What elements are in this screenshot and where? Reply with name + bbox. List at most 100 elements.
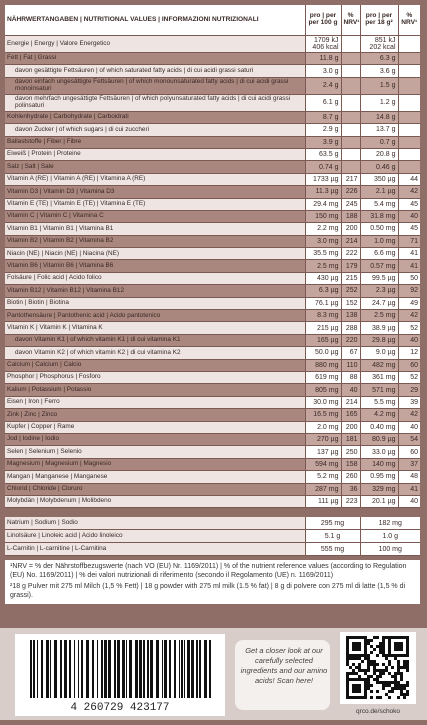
bar xyxy=(122,640,125,698)
header-line: pro | per xyxy=(309,12,337,20)
nutrient-per-100g: 0.74 g xyxy=(304,160,341,174)
value: 226 xyxy=(345,188,358,196)
qr-module xyxy=(382,639,385,642)
header-title: NÄHRWERTANGABEN | NUTRITIONAL VALUES | I… xyxy=(5,5,305,36)
bar xyxy=(209,640,211,698)
qr-module xyxy=(346,690,349,693)
qr-module xyxy=(400,684,403,687)
extra-table: Natrium | Sodium | Sodio 295 mg 182 mg Lino… xyxy=(5,517,420,556)
qr-module xyxy=(358,666,361,669)
qr-module xyxy=(373,672,376,675)
value: 29 xyxy=(410,386,418,394)
value: 188 xyxy=(345,213,358,221)
nutrient-name: Vitamin K | Vitamin K | Vitamina K xyxy=(5,321,305,335)
qr-module xyxy=(370,651,373,654)
value: 14.8 g xyxy=(376,113,396,121)
qr-module xyxy=(355,696,358,699)
value: 31.8 mg xyxy=(370,213,396,221)
qr-module xyxy=(379,648,382,651)
qr-module xyxy=(403,663,406,666)
qr-module xyxy=(364,669,367,672)
nutrient-per-100g: 2.0 mg xyxy=(304,421,341,434)
qr-module xyxy=(406,645,409,648)
qr-module xyxy=(352,669,355,672)
value: 20.8 g xyxy=(376,151,396,159)
qr-module xyxy=(406,684,409,687)
nutrient-nrv-18g: 42 xyxy=(397,185,420,199)
qr-module xyxy=(394,636,397,639)
nutrient-row: Phosphor | Phosphorus | Fosforo 619 mg 88 3… xyxy=(5,371,420,385)
nutrient-per-18g: 482 mg xyxy=(359,359,398,373)
qr-module xyxy=(355,678,358,681)
value: 50 xyxy=(410,275,418,283)
bar xyxy=(78,640,79,698)
nutrient-per-18g: 9.0 µg xyxy=(359,346,398,360)
qr-module xyxy=(349,696,352,699)
header-line: % xyxy=(347,12,354,20)
nutrient-per-18g: 1.0 mg xyxy=(359,235,398,249)
qr-module xyxy=(358,645,361,648)
qr-module xyxy=(403,636,406,639)
qr-module xyxy=(373,663,376,666)
qr-module xyxy=(379,675,382,678)
qr-module xyxy=(364,645,367,648)
qr-module xyxy=(406,660,409,663)
nutrient-name: Energie | Energy | Valore Energetico xyxy=(5,35,305,53)
nutrient-nrv-18g: 92 xyxy=(397,284,420,298)
value: 60 xyxy=(410,448,418,456)
qr-module xyxy=(382,636,385,639)
qr-module xyxy=(397,645,400,648)
nutrient-per-18g: 2.1 µg xyxy=(359,185,398,199)
value: 44 xyxy=(410,175,418,183)
bar xyxy=(150,640,153,698)
qr-module xyxy=(391,666,394,669)
nutrient-nrv-18g xyxy=(397,52,420,66)
bar xyxy=(74,640,75,698)
nutrient-nrv-100g xyxy=(340,77,360,95)
value: 30.0 mg xyxy=(313,398,339,406)
value: 288 xyxy=(345,324,358,332)
nutrient-name: Zink | Zinc | Zinco xyxy=(5,408,305,422)
bar xyxy=(114,640,116,698)
nutrient-nrv-100g: 110 xyxy=(340,359,360,373)
bar xyxy=(199,640,201,698)
nutrient-row: Eiweiß | Protein | Proteine 63.5 g 20.8 g xyxy=(5,148,420,162)
nutrient-per-18g: 1.0 g xyxy=(359,529,420,543)
value: 2.5 mg xyxy=(374,312,396,320)
nutrient-name: Eiweiß | Protein | Proteine xyxy=(5,148,305,162)
value: 5.2 mg xyxy=(317,473,339,481)
nutrient-nrv-18g: 37 xyxy=(397,458,420,472)
value: 152 xyxy=(345,299,358,307)
value: 1.0 mg xyxy=(374,237,396,245)
bar xyxy=(46,640,49,698)
qr-module xyxy=(355,687,358,690)
footnotes: ¹NRV = % der Nährstoffbezugswerte (nach … xyxy=(5,560,420,604)
qr-module xyxy=(355,645,358,648)
bar xyxy=(139,640,142,698)
nutrient-per-100g: 6.3 µg xyxy=(304,284,341,298)
qr-module xyxy=(388,660,391,663)
header-line: per 18 g² xyxy=(365,19,393,26)
qr-module xyxy=(364,672,367,675)
bar xyxy=(64,640,67,698)
nutrient-nrv-18g: 42 xyxy=(397,408,420,422)
nutrient-nrv-100g: 138 xyxy=(340,309,360,323)
value: 0.57 mg xyxy=(370,262,396,270)
nutrient-row: Biotin | Biotin | Biotina 76.1 µg 152 24.7 … xyxy=(5,297,420,311)
qr-module xyxy=(367,675,370,678)
bar xyxy=(191,640,194,698)
nutrient-per-18g: 350 µg xyxy=(359,173,398,187)
qr-module xyxy=(397,696,400,699)
value: 222 xyxy=(345,250,358,258)
nutrient-per-100g: 76.1 µg xyxy=(304,297,341,311)
value-line: 202 kcal xyxy=(369,44,396,51)
value: 200 xyxy=(345,423,358,431)
value: 8.3 mg xyxy=(317,312,339,320)
qr-module xyxy=(367,669,370,672)
qr-module xyxy=(361,669,364,672)
nutrient-nrv-100g: 223 xyxy=(340,495,360,509)
qr-module xyxy=(403,693,406,696)
value: 99.5 µg xyxy=(372,275,396,283)
value: 179 xyxy=(345,262,358,270)
